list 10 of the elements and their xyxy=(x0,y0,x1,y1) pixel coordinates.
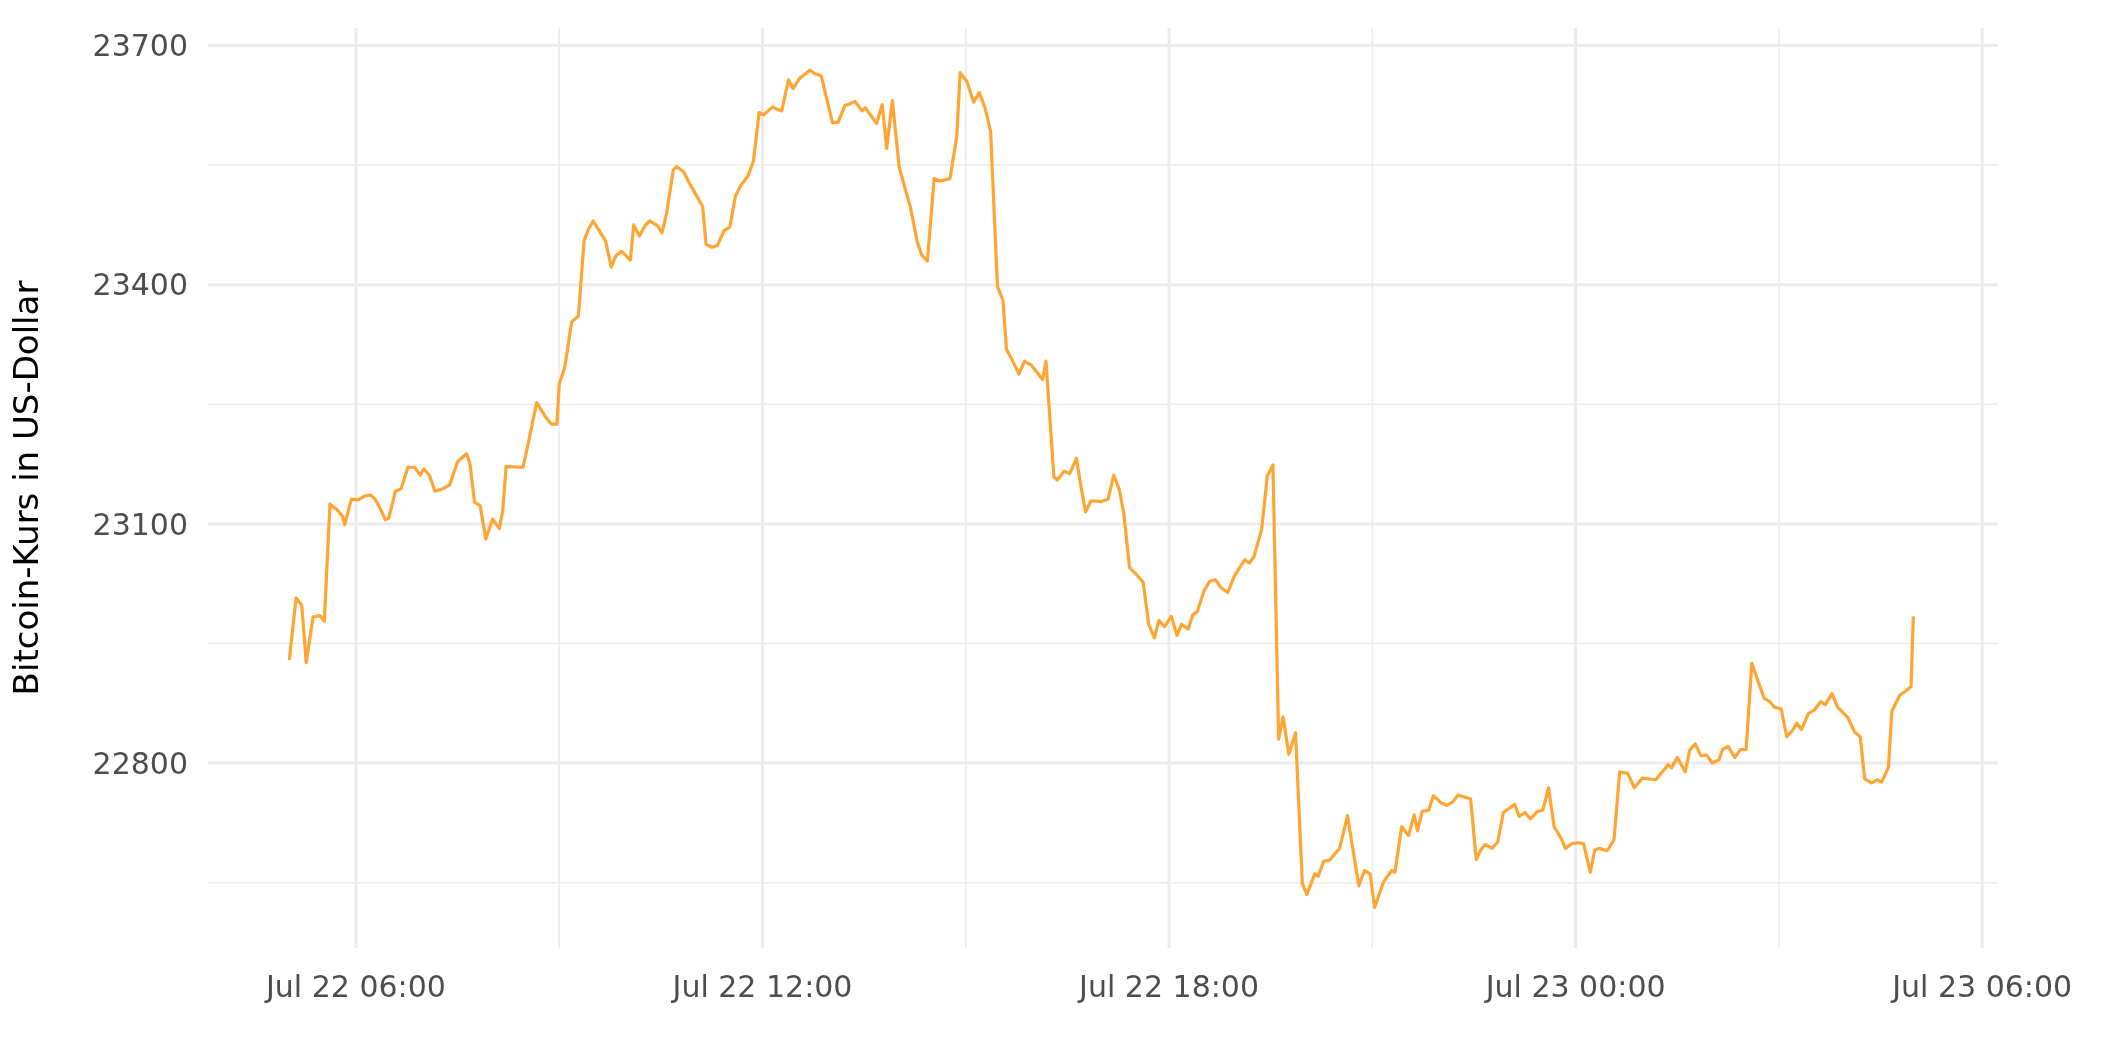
x-tick-label: Jul 22 12:00 xyxy=(670,969,853,1005)
x-tick-label: Jul 23 06:00 xyxy=(1890,969,2073,1005)
y-tick-label: 23100 xyxy=(92,506,188,542)
x-tick-label: Jul 22 18:00 xyxy=(1077,969,1260,1005)
y-tick-label: 23400 xyxy=(92,267,188,303)
x-tick-label: Jul 23 00:00 xyxy=(1483,969,1666,1005)
y-axis-title: Bitcoin-Kurs in US-Dollar xyxy=(6,280,47,696)
y-tick-label: 22800 xyxy=(92,745,188,781)
y-tick-label: 23700 xyxy=(92,28,188,64)
x-tick-label: Jul 22 06:00 xyxy=(263,969,446,1005)
